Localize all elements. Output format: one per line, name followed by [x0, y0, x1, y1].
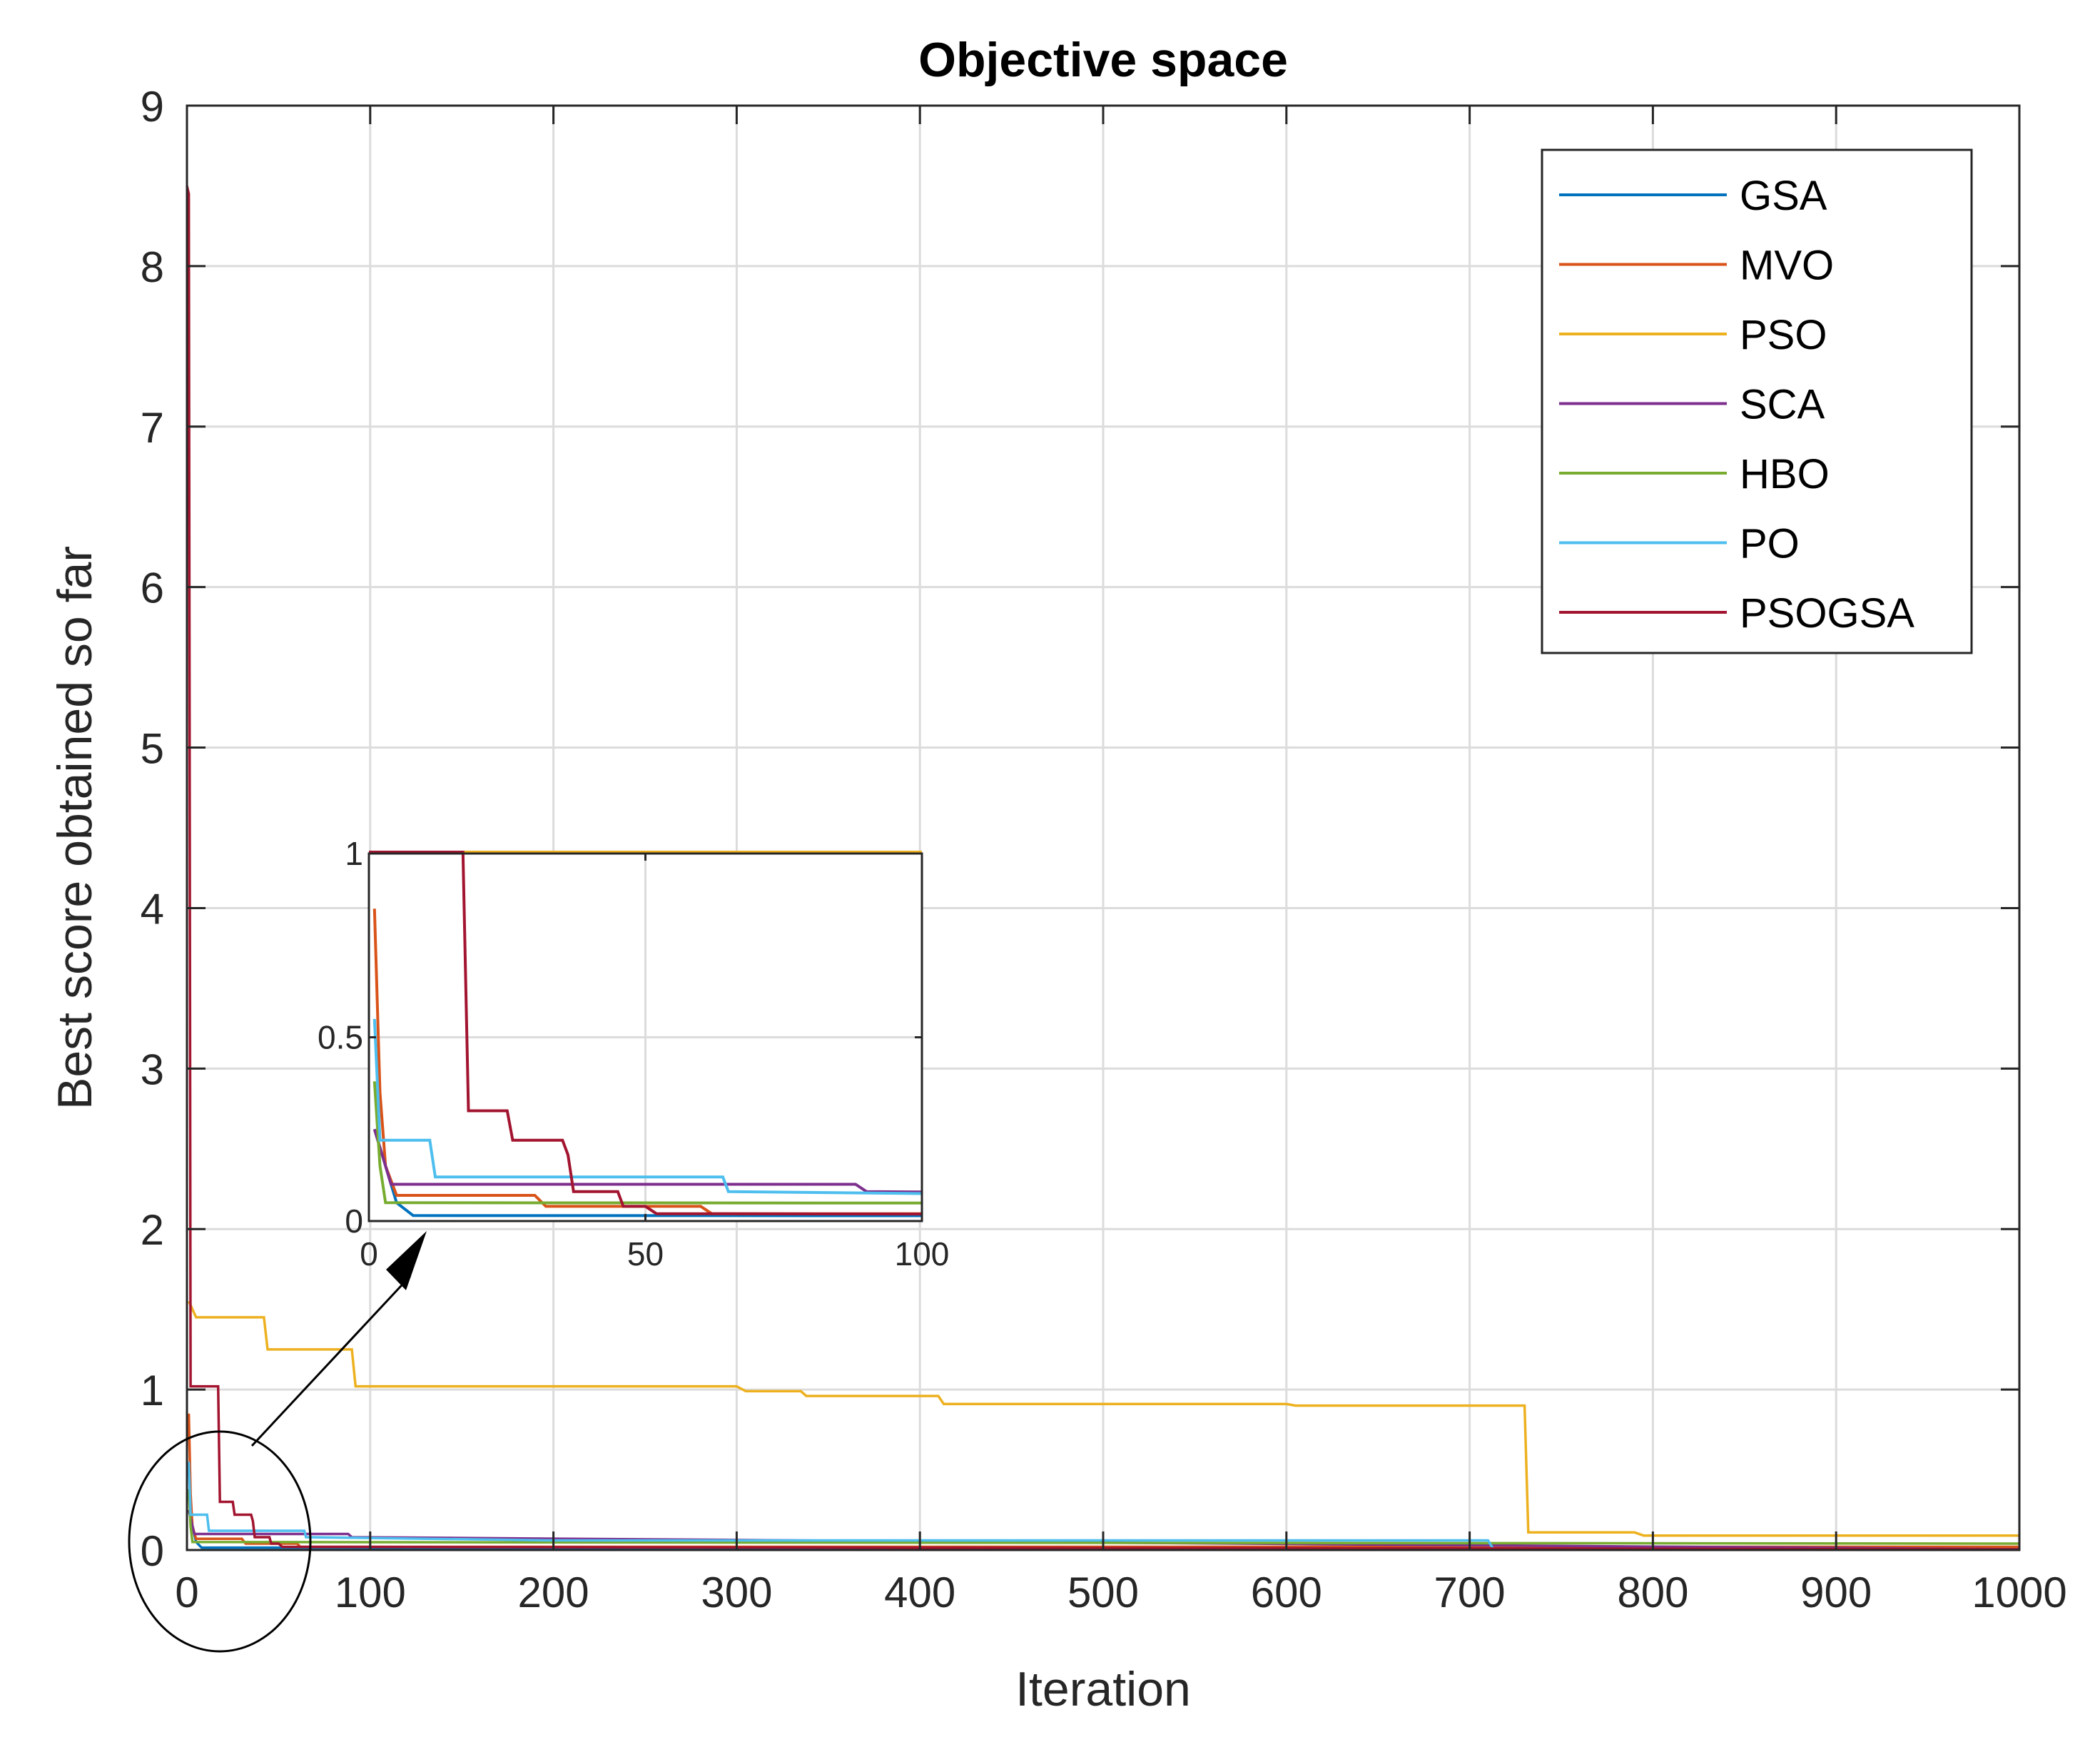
inset-x-tick-label: 50	[627, 1235, 664, 1272]
legend-label-gsa: GSA	[1740, 173, 1827, 219]
inset-series-lines	[369, 851, 923, 1217]
main-y-tick-label: 8	[141, 243, 164, 291]
inset-series-psogsa	[369, 851, 923, 1216]
inset-series-sca	[372, 1128, 923, 1194]
zoom-annotation	[128, 1231, 427, 1653]
main-x-tick-label: 200	[518, 1569, 589, 1616]
inset-series-po	[372, 1018, 923, 1195]
main-y-tick-label: 3	[141, 1045, 164, 1093]
main-series-po	[187, 1462, 2019, 1551]
main-y-tick-label: 9	[141, 83, 164, 131]
main-series-psogsa	[186, 186, 2020, 1551]
inset-y-tick-labels: 00.51	[318, 835, 363, 1240]
zoom-arrow-shaft	[250, 1275, 412, 1447]
main-y-tick-label: 7	[141, 404, 164, 452]
inset-axes-box	[367, 852, 923, 1222]
main-y-tick-label: 2	[141, 1206, 164, 1254]
inset-series-hbo	[372, 1081, 923, 1205]
main-x-tick-label: 700	[1434, 1569, 1506, 1616]
inset-grid	[369, 854, 922, 1221]
main-x-tick-label: 600	[1251, 1569, 1322, 1616]
inset-x-tick-label: 100	[895, 1235, 950, 1272]
x-tick-labels: 0 100 200 300 400 500 600 700 800 900 1000	[175, 1569, 2066, 1616]
y-axis-label: Best score obtained so far	[48, 546, 102, 1110]
main-series-pso	[188, 1300, 2019, 1537]
main-x-tick-label: 300	[701, 1569, 772, 1616]
legend-box	[1541, 148, 1973, 654]
chart-title: Objective space	[918, 33, 1288, 87]
main-axes-box	[186, 104, 2021, 1551]
legend-label-psogsa: PSOGSA	[1740, 590, 1914, 637]
main-x-tick-label: 400	[884, 1569, 955, 1616]
main-y-tick-label: 4	[141, 885, 164, 933]
inset-y-tick-label: 1	[345, 835, 363, 872]
y-tick-labels: 0 1 2 3 4 5 6 7 8 9	[141, 83, 164, 1575]
main-x-tick-label: 1000	[1972, 1569, 2066, 1616]
inset-plot-area: 0 50 100 00.51	[318, 835, 949, 1272]
main-x-tick-label: 800	[1617, 1569, 1688, 1616]
main-x-tick-label: 500	[1067, 1569, 1139, 1616]
main-y-tick-label: 6	[141, 564, 164, 612]
main-x-tick-label: 100	[335, 1569, 406, 1616]
legend-label-pso: PSO	[1740, 312, 1827, 358]
inset-x-tick-labels: 0 50 100	[360, 1235, 949, 1272]
legend-label-po: PO	[1740, 521, 1800, 567]
x-axis-label: Iteration	[1015, 1662, 1191, 1716]
inset-y-tick-label: 0.5	[318, 1019, 363, 1056]
legend-label-mvo: MVO	[1740, 243, 1834, 289]
inset-x-tick-label: 0	[360, 1235, 378, 1272]
main-x-tick-label: 0	[175, 1569, 198, 1616]
legend-label-hbo: HBO	[1740, 451, 1830, 497]
inset-y-tick-label: 0	[345, 1202, 363, 1240]
zoom-circle	[128, 1430, 312, 1653]
main-y-tick-label: 1	[141, 1367, 164, 1414]
zoom-arrow-head	[386, 1231, 427, 1290]
main-series-lines	[186, 186, 2020, 1551]
main-x-tick-label: 900	[1800, 1569, 1872, 1616]
main-y-tick-label: 5	[141, 725, 164, 773]
legend-label-sca: SCA	[1740, 382, 1825, 428]
main-y-tick-label: 0	[141, 1527, 164, 1575]
inset-series-mvo	[372, 908, 922, 1215]
legend: GSA MVO PSO SCA HBO PO PSOGSA	[1541, 148, 1973, 654]
